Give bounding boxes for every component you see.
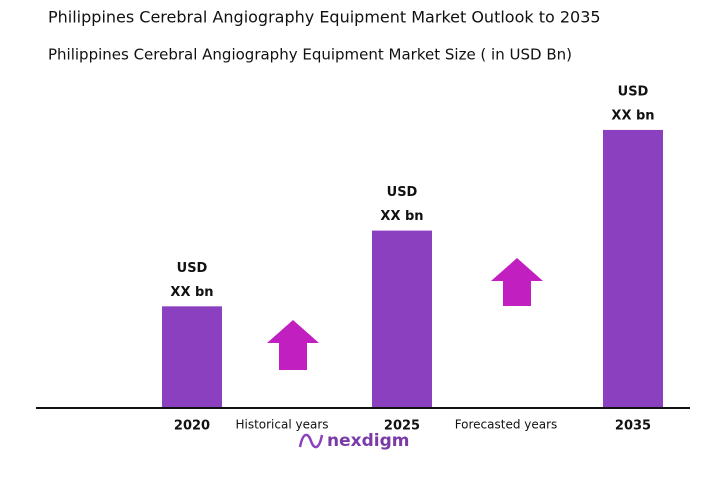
chart-title: Philippines Cerebral Angiography Equipme… <box>48 8 601 27</box>
bar-label: XX bn <box>170 285 213 300</box>
logo-icon <box>298 433 324 449</box>
bar-label: USD <box>618 84 649 99</box>
x-tick-label: 2035 <box>615 419 651 434</box>
logo-text: nexdigm <box>327 431 409 451</box>
x-tick-label: 2020 <box>174 419 210 434</box>
chart-subtitle: Philippines Cerebral Angiography Equipme… <box>48 46 572 64</box>
bar <box>162 306 222 407</box>
period-label: Historical years <box>235 418 328 432</box>
bar-label: USD <box>387 185 418 200</box>
growth-arrow <box>267 320 319 370</box>
period-label: Forecasted years <box>455 418 558 432</box>
growth-arrow <box>491 258 543 306</box>
bar-label: USD <box>177 261 208 276</box>
bar-label: XX bn <box>380 209 423 224</box>
x-tick-label: 2025 <box>384 419 420 434</box>
bar <box>603 129 663 407</box>
bar <box>372 230 432 407</box>
bar-label: XX bn <box>611 108 654 123</box>
